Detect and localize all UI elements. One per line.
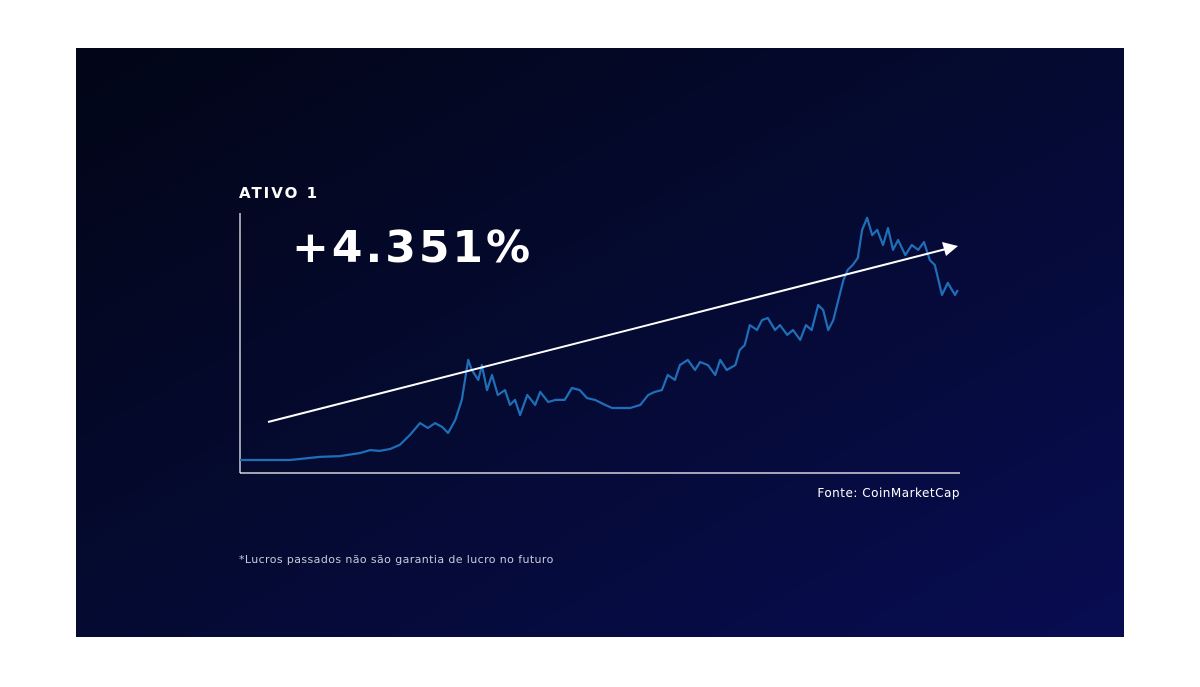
source: Fonte: CoinMarketCap [817,486,960,500]
price-line [240,216,959,462]
trend-arrow [267,248,947,423]
panel [76,48,1124,637]
plot [240,216,959,462]
footnote: *Lucros passados não são garantia de luc… [239,553,554,566]
arrow-head [942,242,958,256]
chart-title: ATIVO 1 [239,184,319,202]
annotation: +4.351% [292,222,533,273]
